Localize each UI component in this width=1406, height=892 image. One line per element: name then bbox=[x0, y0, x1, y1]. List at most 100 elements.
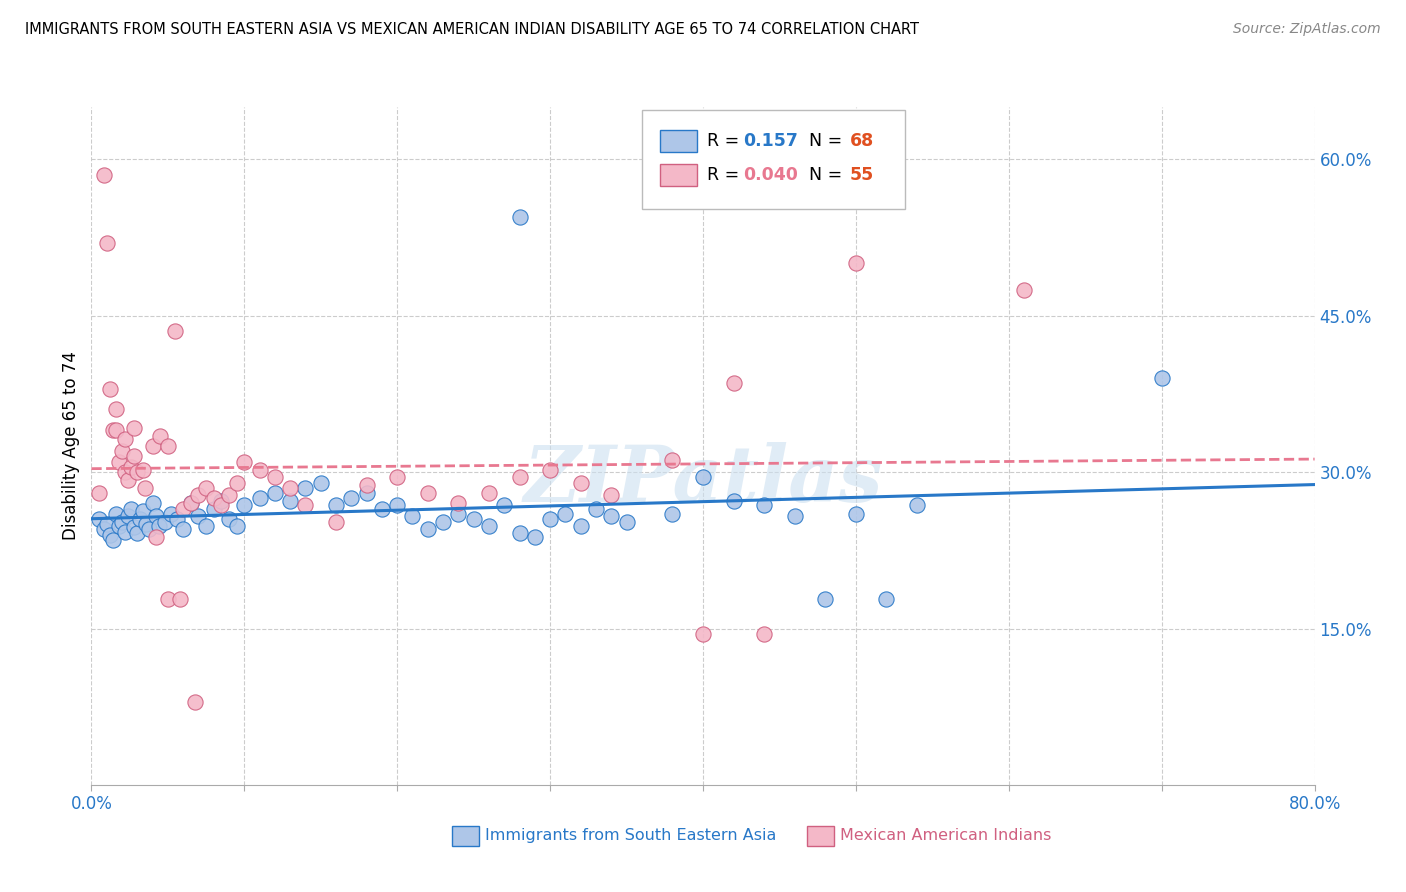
Point bbox=[87, 486, 110, 500]
Point bbox=[416, 523, 439, 537]
Point bbox=[111, 515, 134, 529]
Point bbox=[294, 481, 316, 495]
Text: 68: 68 bbox=[849, 132, 875, 150]
Point bbox=[195, 481, 218, 495]
Point bbox=[233, 455, 256, 469]
Point bbox=[87, 512, 110, 526]
Point bbox=[104, 423, 127, 437]
Point bbox=[180, 496, 202, 510]
Point bbox=[145, 508, 167, 523]
Point bbox=[184, 694, 207, 708]
Point bbox=[202, 491, 225, 505]
Point bbox=[723, 376, 745, 391]
Text: 55: 55 bbox=[849, 166, 875, 184]
Point bbox=[98, 382, 121, 396]
Point bbox=[278, 481, 301, 495]
Text: R =: R = bbox=[707, 166, 744, 184]
Point bbox=[249, 491, 271, 505]
Point bbox=[600, 488, 623, 502]
Point bbox=[264, 486, 287, 500]
Point bbox=[463, 512, 485, 526]
Point bbox=[616, 515, 638, 529]
Point bbox=[723, 494, 745, 508]
Y-axis label: Disability Age 65 to 74: Disability Age 65 to 74 bbox=[62, 351, 80, 541]
Point bbox=[692, 470, 714, 484]
Point bbox=[135, 517, 157, 532]
Point bbox=[875, 592, 898, 607]
Point bbox=[218, 512, 240, 526]
Point bbox=[1012, 283, 1035, 297]
Point bbox=[98, 527, 121, 541]
Point bbox=[494, 499, 516, 513]
Point bbox=[156, 439, 179, 453]
Point bbox=[93, 168, 115, 182]
Point bbox=[104, 402, 127, 417]
Point bbox=[132, 503, 155, 517]
Point bbox=[120, 459, 142, 474]
Point bbox=[108, 519, 131, 533]
Bar bbox=[661, 164, 697, 186]
Point bbox=[814, 592, 837, 607]
Point bbox=[509, 470, 531, 484]
Point bbox=[225, 519, 247, 533]
Point bbox=[600, 508, 623, 523]
Text: ZIPatlas: ZIPatlas bbox=[523, 442, 883, 518]
Point bbox=[416, 486, 439, 500]
Point bbox=[754, 626, 776, 640]
Point bbox=[129, 512, 152, 526]
Point bbox=[585, 501, 607, 516]
Point bbox=[569, 519, 592, 533]
Point bbox=[538, 512, 561, 526]
Bar bbox=[453, 826, 479, 846]
FancyBboxPatch shape bbox=[643, 111, 905, 209]
Point bbox=[554, 507, 576, 521]
Point bbox=[661, 452, 683, 467]
Point bbox=[325, 515, 347, 529]
Point bbox=[114, 465, 136, 479]
Point bbox=[108, 455, 131, 469]
Text: R =: R = bbox=[707, 132, 744, 150]
Point bbox=[111, 444, 134, 458]
Point bbox=[117, 508, 139, 523]
Point bbox=[160, 507, 183, 521]
Point bbox=[447, 507, 470, 521]
Point bbox=[294, 499, 316, 513]
Point bbox=[141, 496, 163, 510]
Point bbox=[166, 512, 188, 526]
Text: IMMIGRANTS FROM SOUTH EASTERN ASIA VS MEXICAN AMERICAN INDIAN DISABILITY AGE 65 : IMMIGRANTS FROM SOUTH EASTERN ASIA VS ME… bbox=[25, 22, 920, 37]
Point bbox=[187, 508, 209, 523]
Point bbox=[905, 499, 928, 513]
Text: 0.157: 0.157 bbox=[744, 132, 799, 150]
Point bbox=[1150, 371, 1173, 385]
Bar bbox=[661, 130, 697, 152]
Point bbox=[134, 481, 156, 495]
Point bbox=[845, 256, 868, 270]
Point bbox=[169, 592, 191, 607]
Point bbox=[278, 494, 301, 508]
Point bbox=[93, 523, 115, 537]
Text: Mexican American Indians: Mexican American Indians bbox=[839, 829, 1052, 843]
Text: 0.040: 0.040 bbox=[744, 166, 799, 184]
Point bbox=[96, 235, 118, 250]
Point bbox=[96, 517, 118, 532]
Point bbox=[172, 523, 194, 537]
Point bbox=[114, 432, 136, 446]
Point bbox=[661, 507, 683, 521]
Point bbox=[569, 475, 592, 490]
Point bbox=[249, 463, 271, 477]
Point bbox=[165, 324, 187, 338]
Point bbox=[153, 515, 176, 529]
Point bbox=[356, 477, 378, 491]
Point bbox=[340, 491, 363, 505]
Point bbox=[432, 515, 454, 529]
Point bbox=[156, 592, 179, 607]
Text: N =: N = bbox=[799, 132, 848, 150]
Point bbox=[356, 486, 378, 500]
Point bbox=[783, 508, 806, 523]
Point bbox=[127, 465, 149, 479]
Point bbox=[264, 470, 287, 484]
Point bbox=[325, 499, 347, 513]
Point bbox=[509, 210, 531, 224]
Point bbox=[538, 463, 561, 477]
Text: N =: N = bbox=[799, 166, 848, 184]
